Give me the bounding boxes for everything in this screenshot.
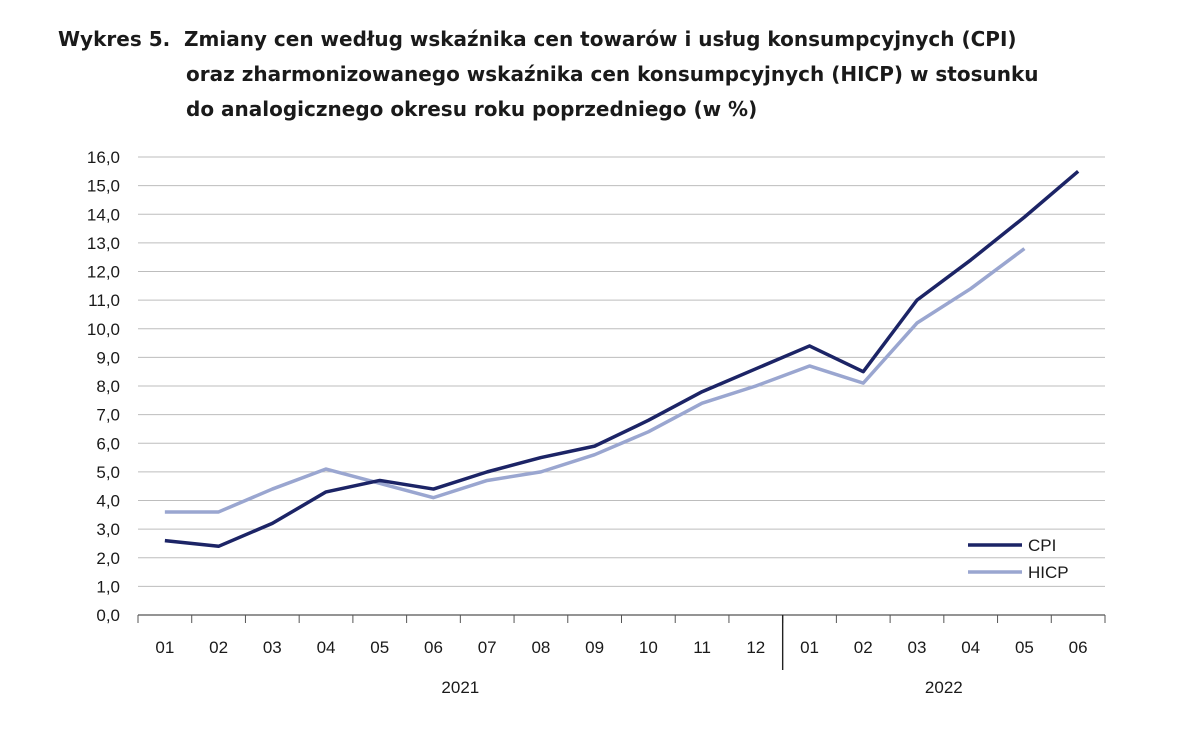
y-tick-label: 6,0 [96,434,120,453]
x-tick-label: 06 [1069,638,1088,657]
y-tick-label: 10,0 [87,320,120,339]
year-label: 2021 [441,678,479,697]
y-tick-label: 12,0 [87,263,120,282]
y-tick-label: 2,0 [96,549,120,568]
x-axis: 01 02 03 04 05 06 07 08 09 10 11 12 01 02 03 04 05 06 2021… [137,614,1106,697]
y-tick-label: 1,0 [96,577,120,596]
x-tick-label: 02 [209,638,228,657]
x-tick-label: 07 [478,638,497,657]
legend: CPI HICP [968,536,1069,582]
y-tick-label: 3,0 [96,520,120,539]
legend-label-hicp: HICP [1028,563,1069,582]
x-tick-label: 05 [370,638,389,657]
y-tick-label: 5,0 [96,463,120,482]
y-tick-label: 15,0 [87,177,120,196]
x-tick-label: 01 [155,638,174,657]
gridlines [138,156,1105,587]
x-tick-label: 12 [746,638,765,657]
series-line-cpi [164,169,1080,549]
y-tick-label: 13,0 [87,234,120,253]
x-tick-label: 01 [800,638,819,657]
x-tick-label: 10 [639,638,658,657]
x-tick-label: 06 [424,638,443,657]
x-tick-label: 04 [961,638,980,657]
title-line-1: Zmiany cen według wskaźnika cen towarów … [184,27,1017,51]
legend-label-cpi: CPI [1028,536,1056,555]
y-tick-label: 16,0 [87,148,120,167]
y-tick-label: 9,0 [96,348,120,367]
series-lines [164,169,1080,549]
y-axis: 0,0 1,0 2,0 3,0 4,0 5,0 6,0 7,0 8,0 9,0 10,0 11,0 12… [87,148,120,625]
y-tick-label: 0,0 [96,606,120,625]
title-line-3: do analogicznego okresu roku poprzednieg… [186,97,758,121]
series-line-hicp [164,247,1026,514]
title-line-2: oraz zharmonizowanego wskaźnika cen kons… [186,62,1039,86]
x-tick-label: 05 [1015,638,1034,657]
x-tick-label: 11 [693,638,711,657]
x-tick-label: 03 [263,638,282,657]
chart-title: Wykres 5. Zmiany cen według wskaźnika cen… [58,22,1178,127]
y-tick-label: 14,0 [87,205,120,224]
y-tick-label: 11,0 [88,291,120,310]
x-tick-label: 08 [531,638,550,657]
y-tick-label: 4,0 [96,492,120,511]
x-tick-label: 04 [317,638,336,657]
y-tick-label: 8,0 [96,377,120,396]
year-label: 2022 [925,678,963,697]
y-tick-label: 7,0 [96,406,120,425]
x-tick-label: 03 [908,638,927,657]
x-tick-label: 09 [585,638,604,657]
x-tick-label: 02 [854,638,873,657]
chart-number: Wykres 5. [58,27,171,51]
